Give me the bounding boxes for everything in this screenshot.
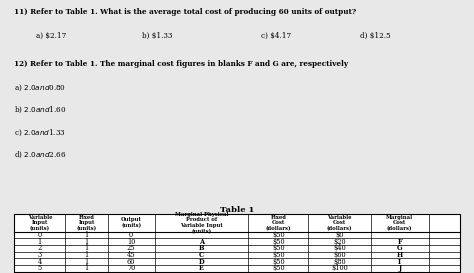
Text: $50: $50 [272,231,284,239]
Text: a) $2.0 and $0.80: a) $2.0 and $0.80 [14,82,66,93]
Text: F: F [397,238,402,245]
Text: b) $1.33: b) $1.33 [142,31,173,39]
Text: d) $12.5: d) $12.5 [360,31,391,39]
Text: 1: 1 [84,238,89,245]
Text: 1: 1 [38,238,42,245]
Text: 12) Refer to Table 1. The marginal cost figures in blanks F and G are, respectiv: 12) Refer to Table 1. The marginal cost … [14,60,348,68]
Text: C: C [199,251,204,259]
Text: Marginal
Cost
(dollars): Marginal Cost (dollars) [386,215,413,231]
Text: 11) Refer to Table 1. What is the average total cost of producing 60 units of ou: 11) Refer to Table 1. What is the averag… [14,8,356,16]
Text: I: I [398,258,401,266]
Text: 60: 60 [127,258,136,266]
Text: 10: 10 [127,238,136,245]
Text: Table 1: Table 1 [220,206,254,214]
Text: 1: 1 [84,264,89,272]
Text: Output
(units): Output (units) [121,217,142,229]
Text: Marginal Physical
Product of
Variable Input
(units): Marginal Physical Product of Variable In… [174,212,228,234]
Text: d) $2.0 and $2.66: d) $2.0 and $2.66 [14,150,67,160]
Text: $80: $80 [333,258,346,266]
Text: 70: 70 [127,264,135,272]
Text: E: E [199,264,204,272]
Text: 25: 25 [127,244,136,252]
Text: D: D [199,258,204,266]
Text: $20: $20 [333,238,346,245]
Text: 0: 0 [129,231,133,239]
Text: 0: 0 [38,231,42,239]
Text: A: A [199,238,204,245]
Text: $50: $50 [272,238,284,245]
Text: b) $2.0 and $1.60: b) $2.0 and $1.60 [14,105,67,115]
Text: $50: $50 [272,258,284,266]
Text: $50: $50 [272,264,284,272]
Text: Variable
Input
(units): Variable Input (units) [27,215,52,231]
Text: G: G [397,244,402,252]
Text: c) $2.0 and $1.33: c) $2.0 and $1.33 [14,127,66,138]
Text: $50: $50 [272,251,284,259]
Text: 3: 3 [38,251,42,259]
Text: c) $4.17: c) $4.17 [261,31,291,39]
Text: 45: 45 [127,251,136,259]
Text: $100: $100 [331,264,348,272]
Text: 1: 1 [84,251,89,259]
Text: 1: 1 [84,258,89,266]
Text: $0: $0 [335,231,344,239]
Text: a) $2.17: a) $2.17 [36,31,66,39]
Text: J: J [398,264,401,272]
Bar [14,214,460,272]
Text: 2: 2 [38,244,42,252]
Text: Variable
Cost
(dollars): Variable Cost (dollars) [327,215,352,231]
Text: H: H [397,251,403,259]
Text: Fixed
Cost
(dollars): Fixed Cost (dollars) [265,215,291,231]
Text: $50: $50 [272,244,284,252]
Text: 4: 4 [37,258,42,266]
Text: 5: 5 [38,264,42,272]
Text: 1: 1 [84,244,89,252]
Text: B: B [199,244,204,252]
Text: $60: $60 [333,251,346,259]
Text: 1: 1 [84,231,89,239]
Text: $40: $40 [333,244,346,252]
Text: Fixed
Input
(units): Fixed Input (units) [77,215,97,231]
